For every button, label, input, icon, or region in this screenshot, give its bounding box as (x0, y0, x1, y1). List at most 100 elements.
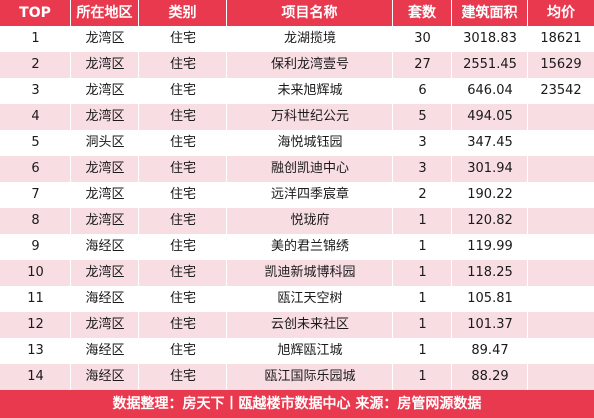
table-row: 13 海经区 住宅 旭辉瓯江城 1 89.47 (0, 338, 594, 364)
building-area-cell: 301.94 (467, 161, 513, 176)
header-project-name: 项目名称 (227, 0, 393, 26)
type-cell: 住宅 (169, 213, 196, 228)
avg-price-cell: 18621 (540, 31, 582, 46)
type-cell: 住宅 (169, 239, 196, 254)
table-row: 11 海经区 住宅 瓯江天空树 1 105.81 (0, 286, 594, 312)
avg-price-cell (528, 364, 594, 390)
rank-cell: 13 (27, 343, 44, 358)
type-cell: 住宅 (169, 135, 196, 150)
table-row: 8 龙湾区 住宅 悦珑府 1 120.82 (0, 208, 594, 234)
area-cell: 龙湾区 (85, 213, 125, 228)
rank-cell: 2 (31, 57, 40, 72)
avg-price-cell (528, 208, 594, 234)
project-name-cell: 美的君兰锦绣 (270, 239, 349, 254)
area-cell: 海经区 (85, 291, 125, 306)
count-cell: 1 (418, 213, 427, 228)
type-cell: 住宅 (169, 265, 196, 280)
type-cell: 住宅 (169, 317, 196, 332)
avg-price-cell (528, 130, 594, 156)
type-cell: 住宅 (169, 109, 196, 124)
table-header: TOP 所在地区 类别 项目名称 套数 建筑面积 均价 (0, 0, 594, 26)
building-area-cell: 105.81 (467, 291, 513, 306)
table-row: 4 龙湾区 住宅 万科世纪公元 5 494.05 (0, 104, 594, 130)
header-avg-price: 均价 (528, 0, 594, 26)
avg-price-cell (528, 182, 594, 208)
rank-cell: 12 (27, 317, 44, 332)
area-cell: 龙湾区 (85, 31, 125, 46)
project-name-cell: 悦珑府 (290, 213, 330, 228)
count-cell: 1 (418, 291, 427, 306)
avg-price-cell (528, 260, 594, 286)
header-area: 所在地区 (71, 0, 139, 26)
header-count: 套数 (393, 0, 452, 26)
table-row: 5 洞头区 住宅 海悦城钰园 3 347.45 (0, 130, 594, 156)
building-area-cell: 88.29 (471, 369, 509, 384)
rank-cell: 11 (27, 291, 44, 306)
project-name-cell: 云创未来社区 (270, 317, 349, 332)
count-cell: 1 (418, 369, 427, 384)
table-row: 1 龙湾区 住宅 龙湖揽境 30 3018.83 18621 (0, 26, 594, 52)
type-cell: 住宅 (169, 31, 196, 46)
avg-price-cell (528, 312, 594, 338)
table-row: 10 龙湾区 住宅 凯迪新城博科园 1 118.25 (0, 260, 594, 286)
table-row: 7 龙湾区 住宅 远洋四季宸章 2 190.22 (0, 182, 594, 208)
area-cell: 龙湾区 (85, 161, 125, 176)
rank-cell: 14 (27, 369, 44, 384)
count-cell: 5 (418, 109, 427, 124)
avg-price-cell: 15629 (540, 57, 582, 72)
area-cell: 龙湾区 (85, 57, 125, 72)
avg-price-cell (528, 104, 594, 130)
header-top: TOP (0, 0, 71, 26)
type-cell: 住宅 (169, 57, 196, 72)
count-cell: 3 (418, 161, 427, 176)
type-cell: 住宅 (169, 291, 196, 306)
area-cell: 龙湾区 (85, 109, 125, 124)
project-name-cell: 瓯江天空树 (277, 291, 343, 306)
rank-cell: 9 (31, 239, 40, 254)
rank-cell: 3 (31, 83, 40, 98)
area-cell: 龙湾区 (85, 187, 125, 202)
avg-price-cell (528, 156, 594, 182)
building-area-cell: 101.37 (467, 317, 513, 332)
source-footer: 数据整理：房天下丨瓯越楼市数据中心 来源：房管网源数据 (0, 390, 594, 418)
avg-price-cell (528, 338, 594, 364)
type-cell: 住宅 (169, 83, 196, 98)
count-cell: 6 (418, 83, 427, 98)
area-cell: 海经区 (85, 369, 125, 384)
project-name-cell: 凯迪新城博科园 (264, 265, 356, 280)
building-area-cell: 119.99 (467, 239, 513, 254)
table-row: 2 龙湾区 住宅 保利龙湾壹号 27 2551.45 15629 (0, 52, 594, 78)
avg-price-cell (528, 234, 594, 260)
type-cell: 住宅 (169, 343, 196, 358)
project-name-cell: 融创凯迪中心 (270, 161, 349, 176)
count-cell: 3 (418, 135, 427, 150)
count-cell: 1 (418, 265, 427, 280)
building-area-cell: 89.47 (471, 343, 509, 358)
rank-cell: 1 (31, 31, 40, 46)
rank-cell: 5 (31, 135, 40, 150)
count-cell: 27 (414, 57, 431, 72)
project-name-cell: 瓯江国际乐园城 (264, 369, 356, 384)
rank-cell: 8 (31, 213, 40, 228)
count-cell: 30 (414, 31, 431, 46)
project-name-cell: 远洋四季宸章 (270, 187, 349, 202)
building-area-cell: 190.22 (467, 187, 513, 202)
project-name-cell: 旭辉瓯江城 (277, 343, 343, 358)
building-area-cell: 2551.45 (463, 57, 517, 72)
building-area-cell: 347.45 (467, 135, 513, 150)
header-building-area: 建筑面积 (452, 0, 528, 26)
rank-cell: 10 (27, 265, 44, 280)
project-name-cell: 未来旭辉城 (277, 83, 343, 98)
area-cell: 洞头区 (85, 135, 125, 150)
project-name-cell: 龙湖揽境 (283, 31, 336, 46)
area-cell: 龙湾区 (85, 265, 125, 280)
type-cell: 住宅 (169, 187, 196, 202)
project-name-cell: 万科世纪公元 (270, 109, 349, 124)
count-cell: 1 (418, 317, 427, 332)
rank-cell: 7 (31, 187, 40, 202)
building-area-cell: 120.82 (467, 213, 513, 228)
count-cell: 1 (418, 343, 427, 358)
table-row: 12 龙湾区 住宅 云创未来社区 1 101.37 (0, 312, 594, 338)
project-name-cell: 海悦城钰园 (277, 135, 343, 150)
rank-cell: 6 (31, 161, 40, 176)
